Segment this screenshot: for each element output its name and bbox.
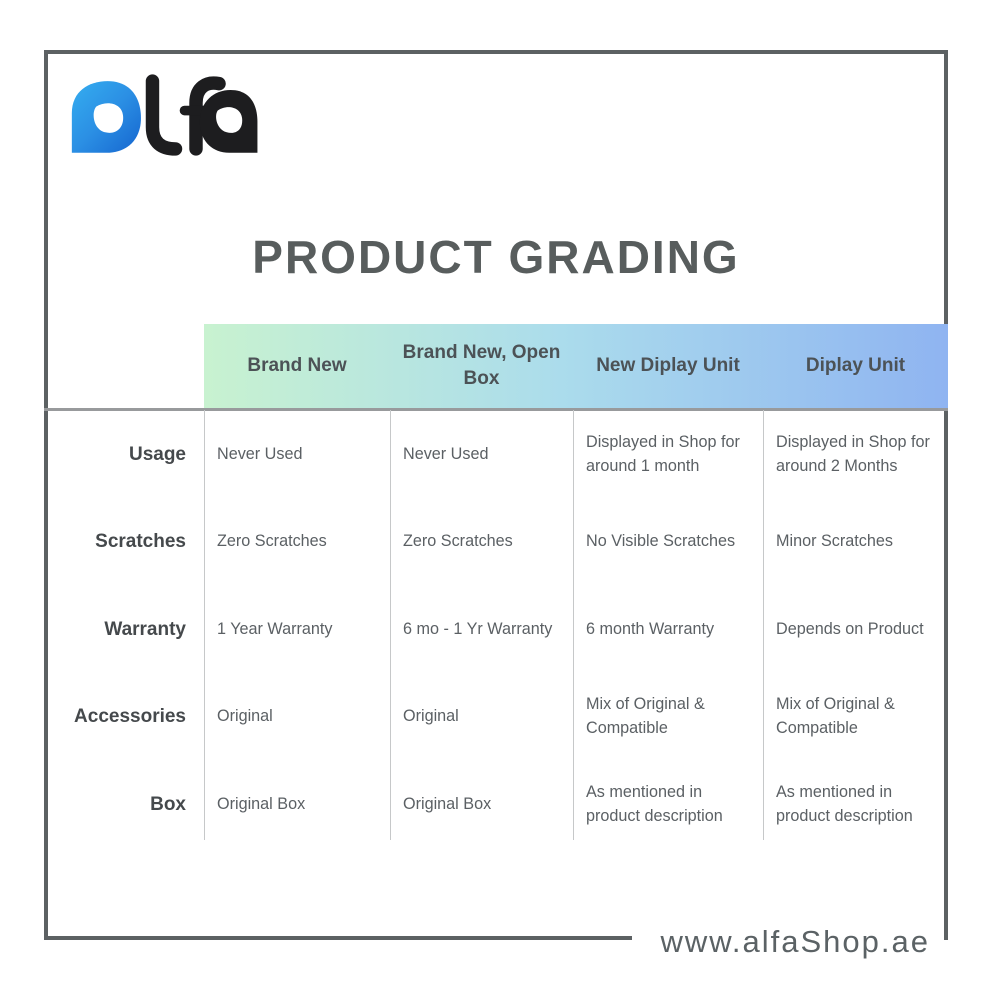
table-cell: Minor Scratches (776, 532, 893, 551)
table-cell: Original (403, 707, 459, 726)
table-cell: Mix of Original & Compatible (776, 695, 895, 738)
table-cell: 1 Year Warranty (217, 619, 333, 638)
table-cell: As mentioned in product description (586, 782, 723, 825)
table-header: Brand New Brand New, Open Box New Diplay U… (204, 324, 948, 408)
column-header: Brand New, Open Box (402, 342, 561, 389)
border-frame (44, 50, 948, 940)
row-label: Usage (128, 443, 186, 465)
table-cell: Displayed in Shop for around 2 Months (776, 432, 930, 475)
header-underline (44, 408, 948, 411)
website-url: www.alfaShop.ae (648, 924, 930, 960)
table-cell: Original Box (217, 794, 306, 813)
table-cell: Displayed in Shop for around 1 month (586, 432, 740, 475)
column-header: Brand New (247, 355, 347, 377)
table-cell: Original Box (403, 794, 492, 813)
table-cell: Never Used (403, 444, 489, 463)
table-cell: Mix of Original & Compatible (586, 695, 705, 738)
table-cell: Zero Scratches (403, 532, 513, 551)
column-divider (763, 410, 764, 840)
table-cell: No Visible Scratches (586, 532, 736, 551)
table-cell: Depends on Product (776, 619, 924, 638)
column-divider (204, 410, 205, 840)
row-label: Box (150, 793, 186, 815)
table-cell: Never Used (217, 444, 303, 463)
row-label: Warranty (104, 618, 186, 640)
row-label: Accessories (74, 706, 186, 728)
column-divider (390, 410, 391, 840)
alfa-logo-icon (71, 74, 258, 156)
alfa-logo (68, 72, 260, 158)
table-cell: 6 mo - 1 Yr Warranty (403, 619, 553, 638)
page-title: PRODUCT GRADING (252, 231, 740, 283)
column-header: Diplay Unit (805, 355, 906, 377)
table-body: Usage Never Used Never Used Displayed in Sh… (44, 411, 948, 849)
table-cell: As mentioned in product description (776, 782, 913, 825)
column-divider (573, 410, 574, 840)
column-header: New Diplay Unit (596, 355, 740, 377)
border-frame-bottom (44, 936, 632, 940)
row-label: Scratches (95, 531, 186, 553)
table-cell: 6 month Warranty (586, 619, 715, 638)
table-cell: Zero Scratches (217, 532, 327, 551)
table-cell: Original (217, 707, 273, 726)
